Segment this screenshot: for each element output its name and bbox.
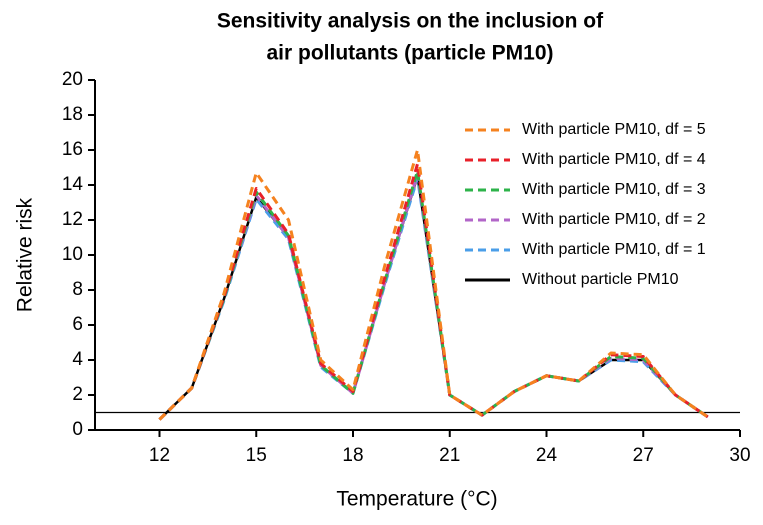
x-tick-label: 18	[342, 445, 363, 466]
y-axis-title: Relative risk	[14, 197, 37, 312]
series-line	[158, 169, 709, 421]
legend-label: With particle PM10, df = 1	[522, 241, 706, 258]
legend-label: With particle PM10, df = 3	[522, 181, 706, 198]
x-tick-label: 27	[633, 445, 654, 466]
series-line	[158, 162, 709, 421]
x-tick-label: 12	[149, 445, 170, 466]
x-tick-label: 21	[439, 445, 460, 466]
y-tick-label: 2	[72, 384, 83, 405]
x-axis-title: Temperature (°C)	[336, 488, 497, 511]
x-tick-label: 15	[246, 445, 267, 466]
legend-label: With particle PM10, df = 2	[522, 211, 706, 228]
x-tick-label: 30	[729, 445, 750, 466]
legend-label: With particle PM10, df = 5	[522, 121, 706, 138]
chart-title: Sensitivity analysis on the inclusion of	[217, 10, 604, 33]
y-tick-label: 18	[62, 104, 83, 125]
y-tick-label: 8	[72, 279, 83, 300]
y-tick-label: 6	[72, 314, 83, 335]
chart-title: air pollutants (particle PM10)	[266, 42, 553, 65]
y-tick-label: 16	[62, 139, 83, 160]
y-tick-label: 10	[62, 244, 83, 265]
series-line	[158, 148, 709, 421]
y-tick-label: 14	[62, 174, 84, 195]
y-tick-label: 4	[72, 349, 83, 370]
x-tick-label: 24	[536, 445, 558, 466]
y-tick-label: 0	[72, 419, 83, 440]
y-tick-label: 12	[62, 209, 83, 230]
legend-label: Without particle PM10	[522, 271, 679, 288]
y-tick-label: 20	[62, 69, 83, 90]
legend-label: With particle PM10, df = 4	[522, 151, 706, 168]
